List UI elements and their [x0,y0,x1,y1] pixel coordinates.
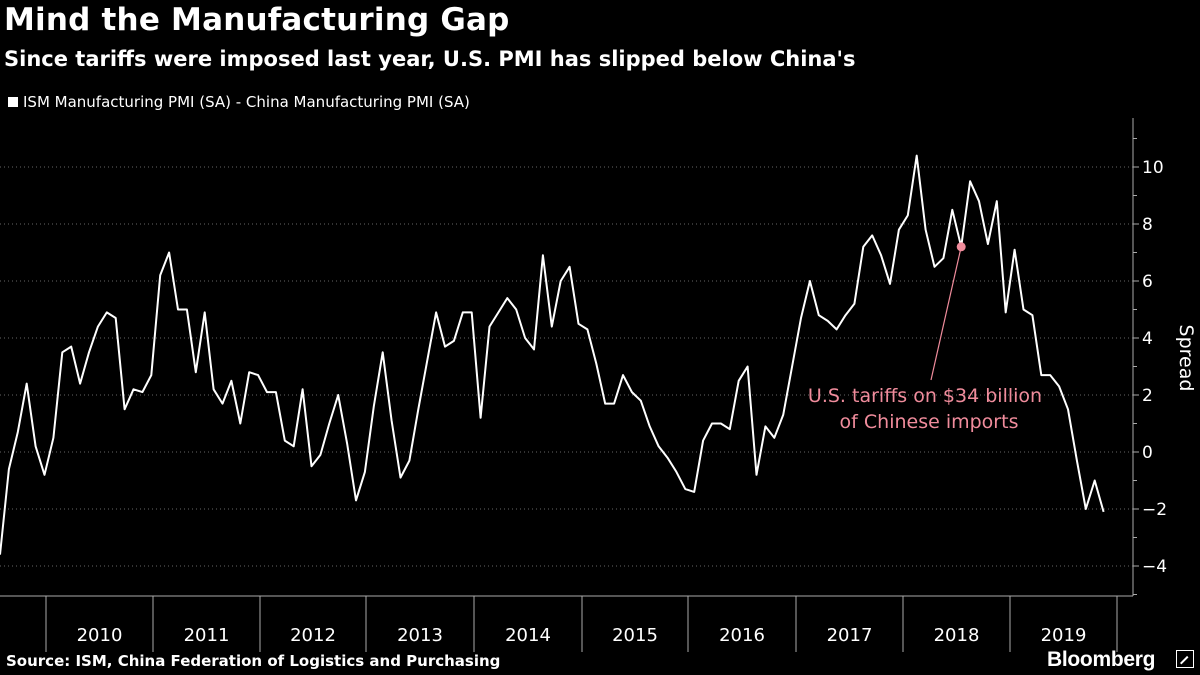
x-tick-label: 2018 [934,625,980,646]
x-tick-label: 2012 [290,625,336,646]
x-tick-label: 2019 [1041,625,1087,646]
y-tick-label: 6 [1142,272,1153,292]
x-tick-label: 2011 [184,625,230,646]
chart-title: Mind the Manufacturing Gap [4,2,510,38]
chart-subtitle: Since tariffs were imposed last year, U.… [4,47,856,71]
x-tick-label: 2014 [505,625,551,646]
x-tick-label: 2013 [397,625,443,646]
x-tick-label: 2010 [77,625,123,646]
annotation-label-line1: U.S. tariffs on $34 billion [808,385,1042,407]
y-tick-label: −4 [1142,557,1167,577]
series-line [0,154,1105,555]
y-tick-label: 2 [1142,386,1153,406]
y-axis-label: Spread [1175,325,1197,392]
source-note: Source: ISM, China Federation of Logisti… [6,652,501,670]
y-tick-label: 4 [1142,329,1153,349]
y-tick-label: 8 [1142,215,1153,235]
legend: ISM Manufacturing PMI (SA) - China Manuf… [8,93,470,111]
x-tick-label: 2015 [612,625,658,646]
bloomberg-logo: Bloomberg [1047,648,1156,671]
y-tick-label: −2 [1142,500,1167,520]
x-tick-label: 2017 [827,625,873,646]
annotation-label-line2: of Chinese imports [840,411,1019,433]
y-tick-label: 10 [1142,158,1164,178]
legend-swatch [8,97,18,107]
annotation-leader [930,246,962,381]
annotation-marker [956,242,966,252]
legend-label: ISM Manufacturing PMI (SA) - China Manuf… [23,93,470,111]
expand-icon [1176,650,1194,668]
y-tick-label: 0 [1142,443,1153,463]
x-tick-label: 2016 [719,625,765,646]
